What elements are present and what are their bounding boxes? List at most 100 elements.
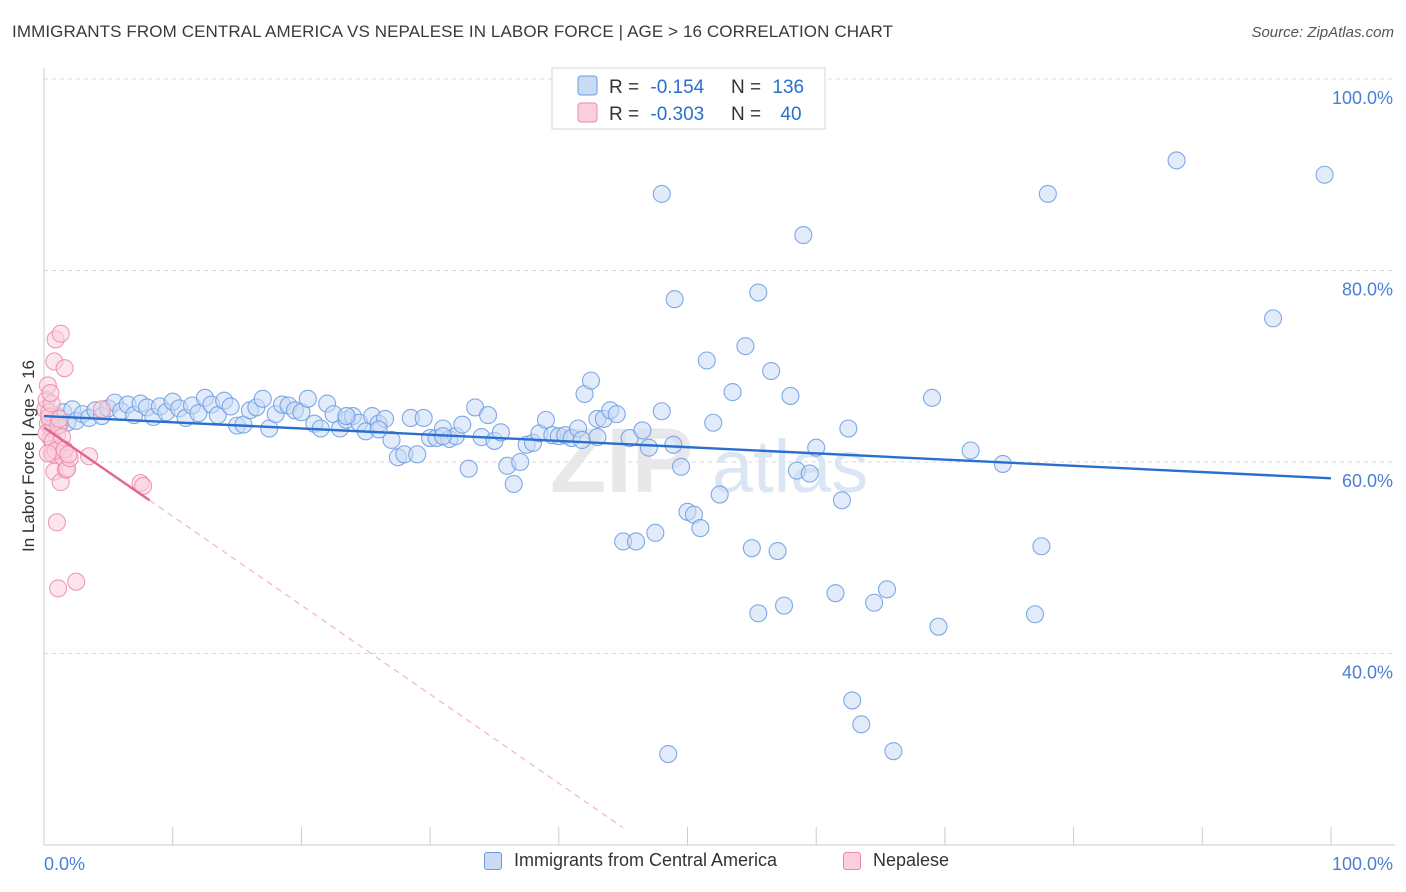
data-point [659,744,678,764]
legend-n-value: 40 [780,104,801,125]
data-point [588,428,607,447]
legend-r-value: -0.303 [650,104,704,125]
data-point [749,283,768,302]
legend-n-value: 136 [772,77,804,98]
series-nepalese-points [36,324,153,598]
svg-text:R = -0.303: R = -0.303 [609,104,704,125]
source-label: Source: ZipAtlas.com [1251,24,1394,41]
data-point [626,532,646,551]
trend-line-extension [149,499,624,829]
data-point [51,324,70,343]
data-point [633,421,652,440]
data-point [1025,605,1045,624]
data-point [478,406,498,425]
data-point [1032,537,1051,556]
data-point [369,420,388,439]
data-point [929,617,948,636]
data-point [536,410,555,429]
grid [44,78,1395,654]
data-point [843,691,862,710]
data-point [664,435,683,454]
chart-title: IMMIGRANTS FROM CENTRAL AMERICA VS NEPAL… [12,22,894,41]
y-tick-label: 80.0% [1342,280,1393,300]
trend-line [43,426,151,502]
data-point [1264,309,1283,328]
data-point [453,415,472,434]
legend-r-value: -0.154 [650,77,704,98]
data-point [884,742,903,761]
data-point [337,406,356,426]
data-point [781,386,800,405]
top-legend: R = -0.154 N = 136 R = -0.303 N = 40 [551,67,826,130]
data-point [41,384,60,403]
bottom-legend: Immigrants from Central America Nepalese [0,850,1406,880]
x-ticks [172,827,1332,845]
y-tick-label: 100.0% [1332,88,1393,108]
bottom-legend-item-nepalese: Nepalese [843,850,949,871]
legend-label: Immigrants from Central America [514,850,778,870]
data-point [768,541,787,561]
data-point [1038,184,1057,203]
data-point [865,593,884,612]
data-point [723,383,742,402]
legend-swatch-pink [577,102,598,123]
data-point [414,408,433,428]
data-point [92,400,111,419]
data-point [665,290,684,309]
x-tick-label: 100.0% [1332,854,1393,874]
data-point [852,715,871,734]
data-point [710,485,729,504]
legend-n-label: N = [731,77,766,98]
legend-r-label: R = [609,104,644,125]
data-point [221,397,240,416]
x-tick-labels: 0.0% 100.0% [44,854,1393,874]
data-point [67,572,86,591]
data-point [652,402,671,421]
legend-swatch-blue [484,851,502,870]
data-point [1167,151,1186,170]
svg-text:R = -0.154: R = -0.154 [609,77,705,98]
data-point [736,337,755,356]
svg-text:N = 136: N = 136 [731,77,804,98]
data-point [993,454,1012,473]
data-point [581,371,601,390]
trend-line [43,414,1332,480]
data-point [189,404,208,423]
data-point [839,419,858,438]
legend-swatch-pink [843,851,861,870]
data-point [832,491,851,510]
data-point [382,430,401,450]
legend-label: Nepalese [873,850,950,870]
data-point [607,405,626,424]
data-point [572,430,592,450]
data-point [459,459,478,478]
data-point [408,445,427,464]
data-point [807,438,826,457]
data-point [800,464,819,483]
bottom-legend-item-central-america: Immigrants from Central America [484,850,777,871]
data-point [504,474,523,494]
data-point [922,388,942,407]
y-tick-label: 40.0% [1342,663,1393,683]
legend-r-label: R = [609,77,644,98]
y-axis-label: In Labor Force | Age > 16 [19,360,38,552]
data-point [762,361,781,381]
y-tick-labels: 100.0% 80.0% 60.0% 40.0% [1332,88,1393,683]
data-point [49,579,68,598]
data-point [511,452,530,472]
data-point [253,389,272,408]
data-point [697,351,716,370]
data-point [646,523,665,542]
data-point [298,389,317,408]
data-point [639,438,658,457]
data-point [50,409,69,428]
legend-n-label: N = [731,104,766,125]
data-point [749,604,768,623]
data-point [652,184,671,203]
data-point [38,444,57,463]
data-point [961,441,980,460]
data-point [742,539,761,558]
data-point [672,457,691,476]
data-point [47,513,66,532]
